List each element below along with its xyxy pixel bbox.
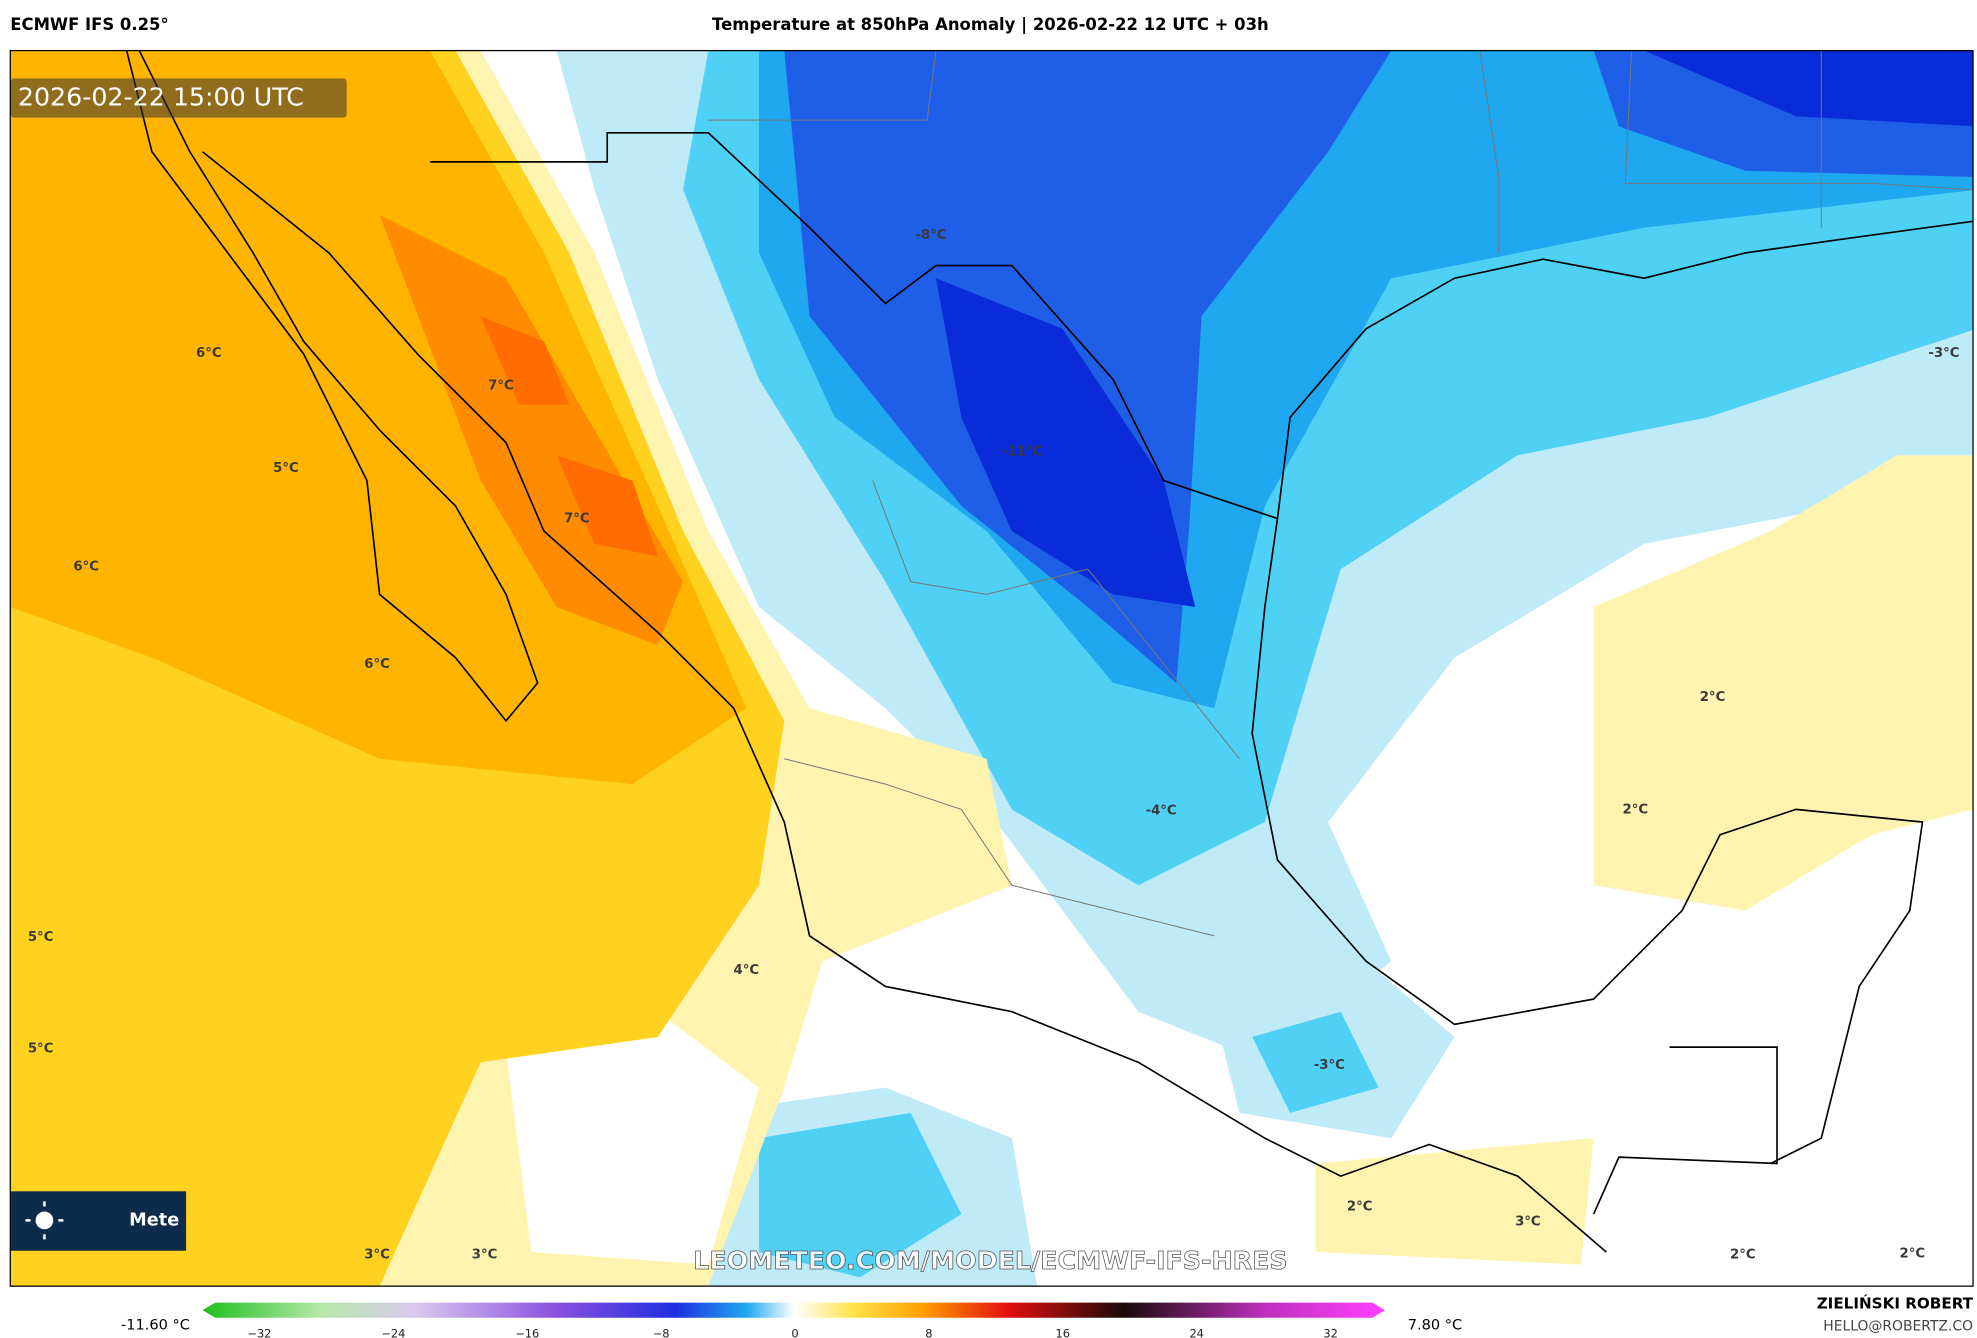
contour-label: 5°C <box>28 930 54 945</box>
contour-label: 2°C <box>1730 1248 1756 1263</box>
contour-label: 4°C <box>734 963 760 978</box>
model-name: ECMWF IFS 0.25° <box>10 15 168 34</box>
contour-label: 3°C <box>472 1248 498 1263</box>
colorbar-tick-label: 32 <box>1323 1327 1337 1338</box>
contour-label: 5°C <box>273 461 299 476</box>
colorbar-tick-label: −24 <box>381 1327 405 1338</box>
email: HELLO@ROBERTZ.CO <box>1823 1319 1973 1335</box>
contour-label: 5°C <box>28 1041 54 1056</box>
contour-label: 2°C <box>1623 802 1649 817</box>
contour-label: -8°C <box>915 228 946 243</box>
contour-label: 6°C <box>196 346 222 361</box>
contour-label: 7°C <box>488 379 514 394</box>
contour-label: 3°C <box>1515 1215 1541 1230</box>
contour-label: -11°C <box>1002 444 1042 459</box>
colorbar-tick-label: 0 <box>791 1327 798 1338</box>
contour-label: -3°C <box>1928 346 1959 361</box>
colorbar-tick-label: 8 <box>925 1327 932 1338</box>
colorbar-min: -11.60 °C <box>121 1317 190 1333</box>
contour-label: 7°C <box>564 512 590 527</box>
map-timestamp: 2026-02-22 15:00 UTC <box>18 83 304 112</box>
contour-label: 2°C <box>1347 1199 1373 1214</box>
colorbar-tick-label: −8 <box>653 1327 670 1338</box>
contour-label: 3°C <box>364 1248 390 1263</box>
contour-label: 6°C <box>364 657 390 672</box>
watermark: LEOMETEO.COM/MODEL/ECMWF-IFS-HRES <box>693 1246 1287 1275</box>
contour-label: -4°C <box>1146 804 1177 819</box>
colorbar-tick-label: 24 <box>1189 1327 1203 1338</box>
colorbar <box>202 1302 1385 1318</box>
colorbar-tick-label: −16 <box>515 1327 539 1338</box>
logo-text: Mete <box>129 1210 179 1230</box>
contour-label: -3°C <box>1314 1058 1345 1073</box>
contour-label: 2°C <box>1900 1246 1926 1261</box>
map: 2026-02-22 15:00 UTC Mete LEOMETEO.COM/M… <box>10 50 1974 1287</box>
contour-label: 6°C <box>73 560 99 575</box>
colorbar-tick-label: −32 <box>247 1327 271 1338</box>
map-title: Temperature at 850hPa Anomaly | 2026-02-… <box>712 15 1269 35</box>
contour-label: 2°C <box>1700 690 1726 705</box>
colorbar-max: 7.80 °C <box>1408 1317 1462 1333</box>
author: ZIELIŃSKI ROBERT <box>1817 1293 1974 1312</box>
colorbar-tick-label: 16 <box>1056 1327 1070 1338</box>
